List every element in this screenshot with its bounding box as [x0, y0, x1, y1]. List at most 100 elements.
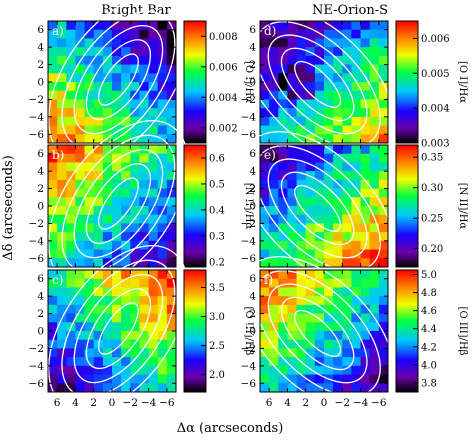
heatmap-cell: [57, 270, 67, 280]
heatmap-cell: [333, 145, 343, 155]
heatmap-cell: [333, 270, 343, 280]
heatmap-cell: [351, 249, 361, 259]
y-tick-label: 0: [249, 201, 256, 213]
heatmap-cell: [166, 162, 177, 172]
heatmap-cell: [148, 55, 159, 65]
heatmap-cell: [66, 383, 76, 393]
heatmap-cell: [296, 29, 307, 39]
heatmap-cell: [314, 134, 325, 144]
heatmap-cell: [333, 73, 343, 83]
heatmap-cell: [57, 47, 67, 57]
heatmap-cell: [84, 153, 95, 163]
heatmap-cell: [112, 374, 122, 384]
heatmap-cell: [139, 348, 149, 358]
heatmap-cell: [333, 287, 343, 297]
heatmap-cell: [342, 296, 352, 306]
heatmap-cell: [66, 287, 76, 297]
heatmap-cell: [305, 278, 316, 288]
heatmap-cell: [278, 108, 288, 118]
heatmap-cell: [166, 108, 177, 118]
heatmap-cell: [166, 125, 177, 135]
heatmap-cell: [351, 90, 361, 100]
heatmap-cell: [166, 249, 177, 259]
heatmap-cell: [57, 153, 67, 163]
heatmap-cell: [102, 232, 113, 242]
heatmap-cell: [305, 270, 316, 280]
y-tick-label: 2: [249, 183, 256, 195]
heatmap-cell: [130, 21, 140, 31]
heatmap-cell: [333, 29, 343, 39]
heatmap-cell: [75, 64, 85, 74]
heatmap-cell: [269, 304, 279, 314]
heatmap-cell: [57, 249, 67, 259]
contour-line: [97, 177, 139, 230]
heatmap-cell: [139, 278, 149, 288]
heatmap-cell: [287, 29, 297, 39]
heatmap-cell: [296, 223, 307, 233]
heatmap-cell: [269, 313, 279, 323]
heatmap-cell: [112, 125, 122, 135]
heatmap-cell: [378, 331, 389, 341]
heatmap-cell: [57, 206, 67, 216]
heatmap-cell: [48, 179, 58, 189]
heatmap-cell: [166, 116, 177, 126]
heatmap-cell: [121, 171, 131, 181]
heatmap-cell: [139, 313, 149, 323]
heatmap-cell: [369, 232, 380, 242]
heatmap-cell: [148, 116, 159, 126]
heatmap-cell: [278, 116, 288, 126]
heatmap-cell: [324, 108, 334, 118]
colorbar-tick-label: 4.0: [421, 360, 437, 371]
heatmap-cell: [84, 125, 95, 135]
heatmap-cell: [66, 270, 76, 280]
contour-line: [97, 53, 139, 106]
panel-label: c): [52, 273, 63, 287]
heatmap-cell: [296, 188, 307, 198]
heatmap-cell: [324, 134, 334, 144]
heatmap-cell: [93, 278, 104, 288]
colorbar-tick-label: 0.30: [421, 183, 443, 194]
contour-line: [267, 283, 368, 384]
heatmap-cell: [84, 365, 95, 375]
heatmap-cell: [305, 162, 316, 172]
y-tick-label: 2: [249, 59, 256, 71]
heatmap-cell: [333, 249, 343, 259]
heatmap-cell: [166, 29, 177, 39]
heatmap-cell: [157, 223, 168, 233]
heatmap-cell: [112, 287, 122, 297]
heatmap-cell: [57, 29, 67, 39]
heatmap-cell: [287, 116, 297, 126]
heatmap-cell: [314, 232, 325, 242]
colorbar-tick-label: 4.8: [421, 288, 437, 299]
heatmap-cell: [260, 214, 270, 224]
heatmap-cell: [260, 313, 270, 323]
heatmap-cell: [378, 223, 389, 233]
heatmap-cell: [314, 258, 325, 268]
heatmap-cell: [314, 374, 325, 384]
heatmap-cell: [278, 55, 288, 65]
heatmap-cell: [305, 357, 316, 367]
heatmap-cell: [333, 214, 343, 224]
heatmap-cell: [260, 223, 270, 233]
heatmap-cell: [260, 296, 270, 306]
heatmap-cell: [84, 162, 95, 172]
heatmap-cell: [360, 197, 371, 207]
heatmap-cell: [296, 365, 307, 375]
heatmap-cell: [314, 223, 325, 233]
heatmap-cell: [139, 214, 149, 224]
heatmap-cell: [342, 38, 352, 48]
colorbar-tick-label: 4.4: [421, 324, 437, 335]
heatmap-cell: [139, 357, 149, 367]
heatmap-cell: [157, 55, 168, 65]
heatmap-cell: [333, 322, 343, 332]
heatmap-cell: [84, 322, 95, 332]
x-tick-label: −6: [371, 397, 387, 409]
heatmap-cell: [139, 29, 149, 39]
heatmap-cell: [314, 162, 325, 172]
heatmap-cell: [351, 240, 361, 250]
heatmap-cell: [378, 64, 389, 74]
heatmap-cell: [287, 240, 297, 250]
heatmap-cell: [324, 258, 334, 268]
heatmap-cell: [324, 153, 334, 163]
